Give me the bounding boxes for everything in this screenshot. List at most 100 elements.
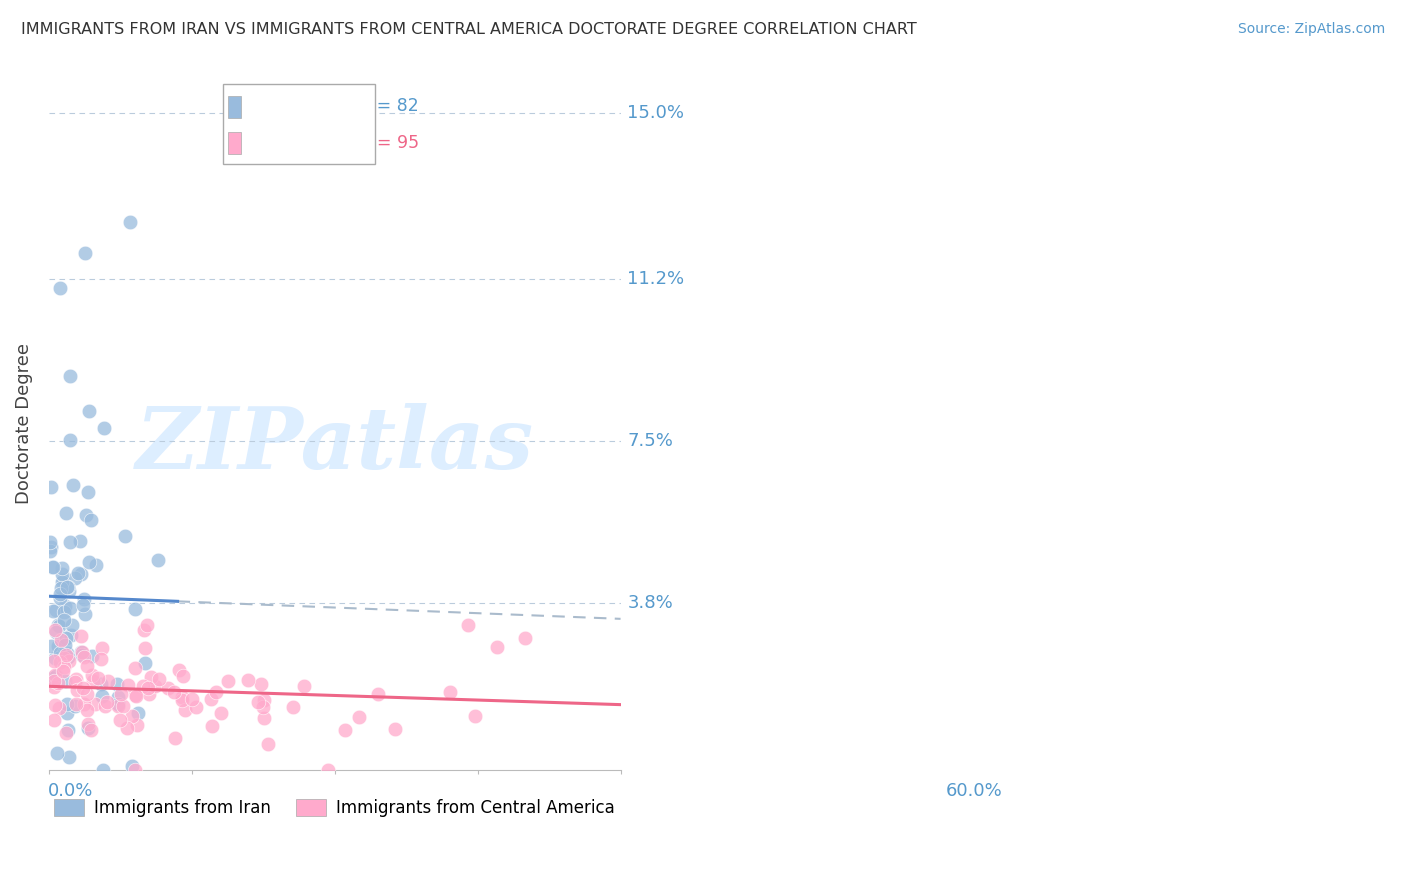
Point xyxy=(53,605,76,619)
Point xyxy=(80,513,103,527)
Point xyxy=(58,654,80,668)
Point xyxy=(72,598,94,612)
Point xyxy=(46,617,69,632)
Point xyxy=(48,655,70,669)
Point xyxy=(42,713,65,727)
Point xyxy=(184,700,207,714)
Point xyxy=(42,681,65,695)
Point xyxy=(48,591,70,606)
Point xyxy=(107,690,129,705)
Point xyxy=(464,708,486,723)
Text: 0.0%: 0.0% xyxy=(48,782,93,800)
Point xyxy=(51,567,73,582)
Point xyxy=(132,679,155,693)
Point xyxy=(96,695,118,709)
Point xyxy=(75,508,97,523)
Point xyxy=(59,535,82,549)
Point xyxy=(39,540,62,554)
Point xyxy=(59,600,82,615)
Point xyxy=(94,699,117,714)
Point xyxy=(49,633,72,648)
Point xyxy=(172,669,194,683)
Point xyxy=(485,640,508,655)
Point xyxy=(439,685,461,699)
Point xyxy=(70,567,93,582)
Text: ZIPatlas: ZIPatlas xyxy=(136,403,534,486)
Point xyxy=(45,747,67,761)
Point xyxy=(39,639,62,653)
Point xyxy=(56,650,79,665)
Point xyxy=(143,679,166,693)
Point xyxy=(136,618,159,632)
Point xyxy=(69,645,91,659)
Legend: Immigrants from Iran, Immigrants from Central America: Immigrants from Iran, Immigrants from Ce… xyxy=(48,792,621,824)
Point xyxy=(91,763,114,777)
Point xyxy=(515,632,537,646)
Point xyxy=(117,678,139,692)
Point xyxy=(127,706,149,721)
Point xyxy=(63,699,86,714)
Point xyxy=(46,676,69,690)
Point xyxy=(136,681,159,695)
Point xyxy=(82,648,104,663)
Point xyxy=(174,703,197,717)
Point xyxy=(80,667,103,681)
Point xyxy=(58,750,80,764)
Point xyxy=(252,700,274,714)
Point xyxy=(48,618,70,632)
Point xyxy=(65,675,87,690)
Point xyxy=(247,695,270,709)
Point xyxy=(66,566,89,580)
Point xyxy=(124,688,146,702)
Point xyxy=(250,677,273,691)
Point xyxy=(73,697,96,711)
Point xyxy=(107,697,129,711)
Point xyxy=(253,693,276,707)
Point xyxy=(72,681,94,695)
Point xyxy=(39,671,62,685)
Text: 15.0%: 15.0% xyxy=(627,103,685,121)
Point xyxy=(127,718,149,732)
Point xyxy=(82,674,104,689)
Point xyxy=(77,555,100,569)
Point xyxy=(97,673,120,688)
Point xyxy=(44,669,66,683)
Point xyxy=(55,599,77,614)
Point xyxy=(163,685,186,699)
Point xyxy=(66,683,89,698)
Text: IMMIGRANTS FROM IRAN VS IMMIGRANTS FROM CENTRAL AMERICA DOCTORATE DEGREE CORRELA: IMMIGRANTS FROM IRAN VS IMMIGRANTS FROM … xyxy=(21,22,917,37)
Point xyxy=(51,561,73,575)
Point xyxy=(77,403,100,417)
Point xyxy=(55,697,77,711)
Point xyxy=(108,713,131,727)
Point xyxy=(90,640,112,655)
Point xyxy=(121,709,143,723)
Point xyxy=(76,721,98,735)
Point xyxy=(42,654,65,668)
Point xyxy=(70,648,93,662)
Point xyxy=(205,685,228,699)
Point xyxy=(90,689,112,703)
Point xyxy=(253,711,276,725)
Point xyxy=(125,689,148,703)
Point xyxy=(58,580,80,594)
Point xyxy=(53,638,76,652)
Point xyxy=(134,640,156,655)
Point xyxy=(60,618,83,632)
Point xyxy=(59,433,82,447)
Point xyxy=(52,660,75,674)
Point xyxy=(44,624,66,638)
Point xyxy=(44,651,66,665)
Point xyxy=(69,534,91,549)
Point xyxy=(76,658,98,673)
Point xyxy=(163,731,186,745)
Point xyxy=(335,723,357,737)
Y-axis label: Doctorate Degree: Doctorate Degree xyxy=(15,343,32,504)
Point xyxy=(59,368,82,383)
Point xyxy=(132,624,155,638)
Point xyxy=(55,726,77,740)
Point xyxy=(55,506,77,520)
Point xyxy=(53,674,76,689)
Point xyxy=(367,687,389,701)
Point xyxy=(118,215,141,229)
